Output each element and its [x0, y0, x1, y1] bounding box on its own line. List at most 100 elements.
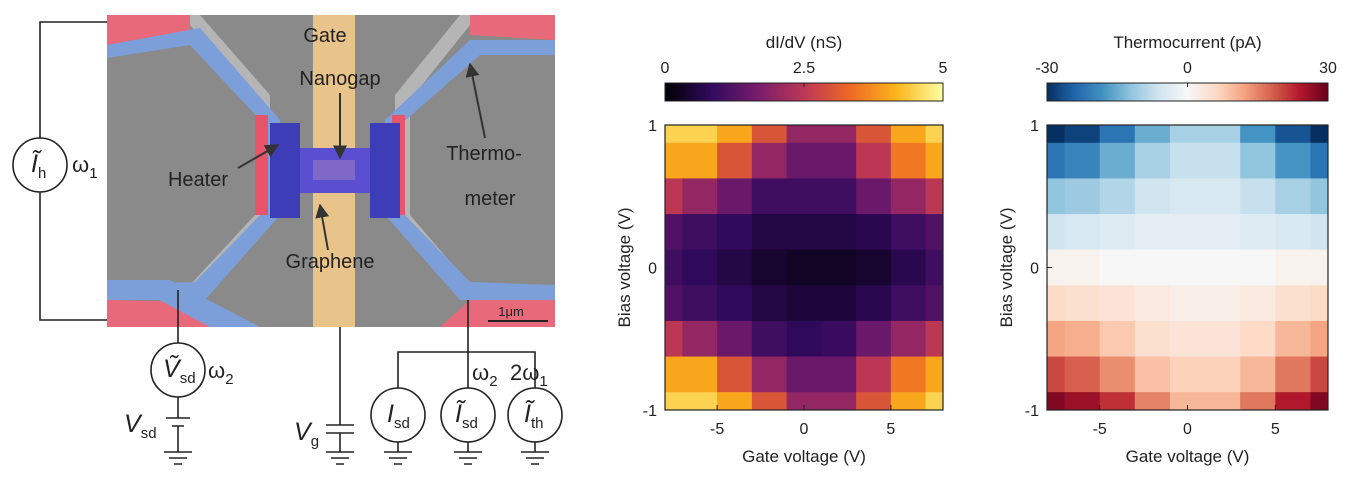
heatmap-cell	[1135, 285, 1171, 321]
x-tick-label: -5	[1093, 421, 1107, 438]
voltage-label: Vg	[294, 418, 319, 450]
heatmap-cell	[1275, 321, 1311, 357]
heatmap-cell	[891, 214, 926, 250]
label-gate: Gate	[303, 25, 346, 47]
heatmap-cell	[891, 285, 926, 321]
x-tick-label: 5	[886, 421, 895, 438]
heatmap-cell	[891, 357, 926, 393]
heatmap-cell	[926, 392, 944, 410]
colorbar-tick-label: 5	[939, 60, 948, 77]
heatmap-cell	[1240, 214, 1276, 250]
label-thermometer: meter	[464, 188, 515, 210]
heatmap-cell	[1240, 143, 1276, 179]
heatmap-cell	[1170, 250, 1206, 286]
heatmap-cell	[1275, 125, 1311, 143]
source-label: Isd	[387, 400, 410, 432]
heatmap-cell	[1170, 178, 1206, 214]
source-freq: ω2	[472, 360, 498, 390]
heatmap-cell	[1205, 214, 1241, 250]
x-axis-label: Gate voltage (V)	[1126, 447, 1250, 466]
heatmap-cell	[821, 357, 856, 393]
heatmap-cell	[821, 321, 856, 357]
source-label: Ĩsd	[455, 399, 478, 432]
x-tick-label: 5	[1271, 421, 1280, 438]
y-tick-label: 0	[648, 261, 657, 278]
heatmap-chart: -505-101Gate voltage (V)Bias voltage (V)…	[997, 33, 1337, 466]
heatmap-cell	[1135, 321, 1171, 357]
heatmap-cell	[821, 285, 856, 321]
heatmap-cell	[1047, 125, 1065, 143]
scale-bar-label: 1μm	[498, 304, 524, 319]
heatmap-cell	[665, 285, 683, 321]
heatmap-cell	[1065, 357, 1101, 393]
heatmap-cell	[1047, 357, 1065, 393]
heatmap-cell	[1170, 285, 1206, 321]
y-tick-label: 1	[1030, 118, 1039, 135]
y-tick-label: 0	[1030, 261, 1039, 278]
heatmap-cell	[752, 285, 787, 321]
heatmap-cell	[1275, 143, 1311, 179]
y-tick-label: 1	[648, 118, 657, 135]
heatmap-cell	[682, 125, 717, 143]
heatmap-cell	[1047, 214, 1065, 250]
heatmap-cell	[1310, 357, 1328, 393]
heatmap-cell	[1047, 178, 1065, 214]
heatmap-cell	[926, 357, 944, 393]
heatmap-cell	[1100, 250, 1136, 286]
label-heater: Heater	[168, 169, 228, 191]
heatmap-cell	[717, 250, 752, 286]
heatmap-cell	[665, 214, 683, 250]
heatmap-cell	[787, 285, 822, 321]
source-label: Ĩth	[524, 399, 543, 432]
heatmap-cell	[665, 143, 683, 179]
heatmap-chart: -505-101Gate voltage (V)Bias voltage (V)…	[615, 33, 948, 466]
heatmap-cell	[856, 357, 891, 393]
heatmap-cell	[1065, 250, 1101, 286]
heatmap-cell	[1065, 125, 1101, 143]
heatmap-cell	[1170, 321, 1206, 357]
heatmap-cell	[1310, 285, 1328, 321]
heatmap-cell	[1100, 214, 1136, 250]
heatmap-cell	[682, 178, 717, 214]
heatmap-cell	[1205, 178, 1241, 214]
heatmap-cell	[1100, 178, 1136, 214]
colorbar-title: dI/dV (nS)	[766, 33, 843, 52]
figure: Gate Nanogap Heater Thermo- meter Graphe…	[0, 0, 1349, 477]
heatmap-cell	[1047, 285, 1065, 321]
heatmap-cell	[1310, 125, 1328, 143]
heatmap-cell	[787, 214, 822, 250]
label-graphene: Graphene	[286, 251, 375, 273]
colorbar-tick-label: 0	[661, 60, 670, 77]
heatmap-cell	[1310, 143, 1328, 179]
heatmap-cell	[821, 125, 856, 143]
label-nanogap: Nanogap	[299, 68, 380, 90]
heatmap-cell	[926, 321, 944, 357]
heatmap-cell	[682, 143, 717, 179]
source-freq: 2ω1	[510, 360, 548, 390]
heatmap-cell	[1100, 357, 1136, 393]
heatmap-cell	[717, 392, 752, 410]
heatmap-cell	[752, 250, 787, 286]
heatmap-cell	[1135, 357, 1171, 393]
heatmap-cell	[682, 321, 717, 357]
source-freq: ω1	[72, 152, 98, 182]
heatmap-cell	[787, 143, 822, 179]
voltage-label: Vsd	[124, 410, 157, 442]
heatmap-cell	[1135, 178, 1171, 214]
y-axis-label: Bias voltage (V)	[997, 208, 1016, 328]
heatmap-cell	[1170, 125, 1206, 143]
heatmap-cell	[787, 357, 822, 393]
heatmap-cell	[926, 285, 944, 321]
heatmap-cell	[891, 250, 926, 286]
heatmap-cell	[1205, 321, 1241, 357]
heatmap-cell	[1240, 321, 1276, 357]
heatmap-cell	[1240, 250, 1276, 286]
heatmap-cell	[856, 250, 891, 286]
heatmap-cell	[1310, 178, 1328, 214]
heatmap-cell	[1170, 357, 1206, 393]
heatmap-cell	[1135, 250, 1171, 286]
heatmap-cell	[1047, 143, 1065, 179]
heatmap-cell	[1310, 392, 1328, 410]
heatmap-cell	[1240, 125, 1276, 143]
heatmap-cell	[1205, 250, 1241, 286]
